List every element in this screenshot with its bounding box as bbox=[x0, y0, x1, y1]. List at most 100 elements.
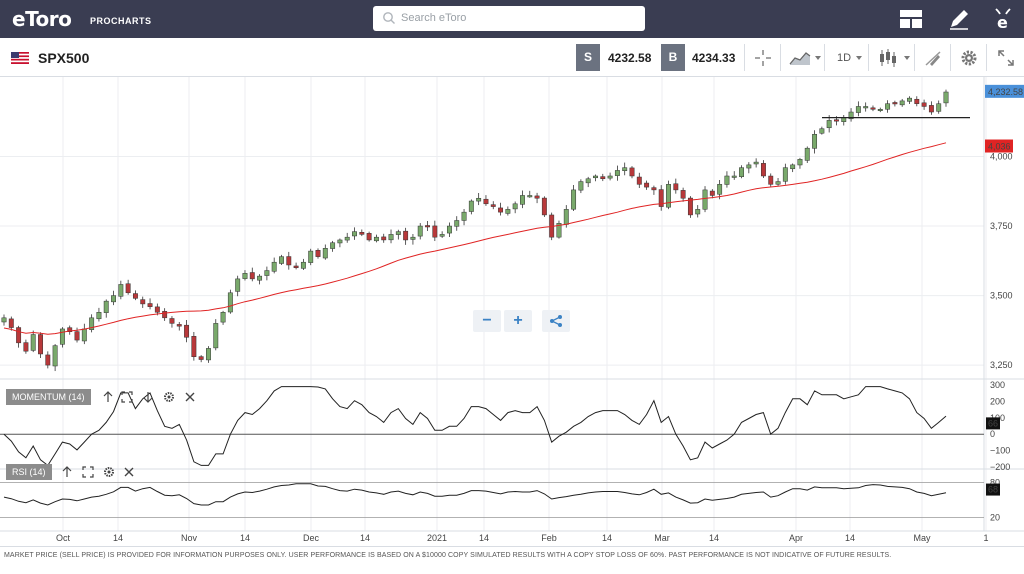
candle-body bbox=[293, 265, 299, 269]
candle-body bbox=[227, 292, 233, 313]
candle-body bbox=[337, 239, 343, 244]
candle-body bbox=[899, 100, 905, 106]
candle-body bbox=[352, 231, 357, 237]
momentum-line bbox=[3, 386, 947, 467]
close-icon[interactable] bbox=[123, 466, 135, 478]
candle-body bbox=[468, 200, 474, 212]
candle-body bbox=[607, 175, 613, 179]
moving-average-line bbox=[3, 142, 947, 335]
current-price-badge: 4,232.58 bbox=[988, 87, 1023, 97]
candle-body bbox=[877, 108, 883, 111]
etoro-e-icon[interactable]: e bbox=[990, 6, 1016, 32]
candle-body bbox=[921, 102, 927, 107]
candle-type-button[interactable] bbox=[868, 44, 914, 71]
maximize-icon[interactable] bbox=[121, 391, 133, 403]
candle-body bbox=[790, 164, 796, 170]
candle-body bbox=[797, 159, 803, 166]
candle-body bbox=[176, 324, 182, 327]
settings-button[interactable] bbox=[950, 44, 986, 71]
fullscreen-icon bbox=[998, 50, 1014, 66]
candle-body bbox=[373, 236, 379, 242]
candle-body bbox=[330, 242, 336, 249]
svg-text:e: e bbox=[997, 13, 1008, 32]
gear-icon[interactable] bbox=[163, 391, 175, 403]
top-navigation-bar: eToro PROCHARTS Search eToro e bbox=[0, 0, 1024, 38]
gear-icon[interactable] bbox=[103, 466, 115, 478]
candle-body bbox=[242, 273, 248, 279]
rsi-value-badge-bg bbox=[986, 483, 1000, 496]
close-icon[interactable] bbox=[184, 391, 196, 403]
pencil-icon[interactable] bbox=[946, 6, 972, 32]
sell-price[interactable]: 4232.58 bbox=[608, 51, 652, 65]
candle-body bbox=[322, 248, 328, 259]
candle-body bbox=[658, 189, 664, 207]
time-tick-label: Feb bbox=[541, 533, 557, 543]
timeframe-select[interactable]: 1D bbox=[824, 44, 868, 71]
draw-tools-button[interactable] bbox=[914, 44, 950, 71]
candle-body bbox=[220, 312, 226, 323]
price-chart[interactable]: 4,0003,7503,5003,2504,232.584,0363002001… bbox=[0, 77, 1024, 546]
arrow-up-icon[interactable] bbox=[61, 466, 73, 478]
fullscreen-button[interactable] bbox=[986, 44, 1024, 71]
candle-body bbox=[395, 231, 401, 235]
search-box[interactable]: Search eToro bbox=[373, 6, 645, 31]
ma-price-badge-bg bbox=[985, 139, 1013, 153]
candle-body bbox=[673, 183, 679, 191]
candle-body bbox=[111, 295, 116, 303]
chart-type-button[interactable] bbox=[780, 44, 824, 71]
buy-price[interactable]: 4234.33 bbox=[692, 51, 736, 65]
candle-body bbox=[490, 204, 496, 207]
candle-body bbox=[914, 98, 920, 104]
candle-body bbox=[249, 272, 255, 280]
candle-body bbox=[439, 234, 445, 237]
candle-body bbox=[162, 311, 168, 319]
candle-body bbox=[520, 195, 525, 205]
time-tick-label: 1 bbox=[983, 533, 988, 543]
candle-body bbox=[308, 250, 314, 263]
candle-body bbox=[593, 175, 598, 179]
candle-body bbox=[461, 211, 467, 221]
search-icon bbox=[383, 12, 395, 24]
candle-body bbox=[118, 284, 124, 297]
chevron-down-icon bbox=[815, 56, 821, 60]
candle-body bbox=[45, 354, 51, 366]
candle-body bbox=[629, 167, 635, 177]
candle-body bbox=[403, 230, 409, 241]
momentum-tick-label: 200 bbox=[990, 396, 1005, 406]
candle-body bbox=[271, 261, 277, 272]
candle-body bbox=[96, 312, 102, 320]
momentum-indicator-label[interactable]: MOMENTUM (14) bbox=[6, 389, 91, 405]
etoro-logo[interactable]: eToro bbox=[12, 7, 72, 31]
buy-label[interactable]: B bbox=[661, 44, 685, 71]
zoom-in-button[interactable]: + bbox=[504, 310, 532, 332]
candle-body bbox=[724, 175, 730, 185]
layout-icon[interactable] bbox=[898, 6, 924, 32]
zoom-out-button[interactable]: − bbox=[473, 310, 501, 332]
candle-body bbox=[103, 300, 109, 313]
maximize-icon[interactable] bbox=[82, 466, 94, 478]
candle-body bbox=[863, 106, 869, 109]
sell-label[interactable]: S bbox=[576, 44, 600, 71]
candle-body bbox=[512, 203, 518, 210]
candle-body bbox=[67, 327, 73, 332]
momentum-tick-label: −200 bbox=[990, 462, 1010, 472]
candle-body bbox=[432, 225, 438, 238]
arrow-down-icon[interactable] bbox=[142, 391, 154, 403]
candle-body bbox=[746, 164, 752, 169]
candle-body bbox=[928, 105, 934, 113]
price-tick-label: 4,000 bbox=[990, 152, 1013, 162]
candle-body bbox=[300, 261, 306, 269]
search-input[interactable]: Search eToro bbox=[401, 12, 467, 24]
crosshair-button[interactable] bbox=[744, 44, 780, 71]
candle-body bbox=[578, 181, 584, 191]
candle-body bbox=[943, 91, 949, 104]
share-button[interactable] bbox=[542, 310, 570, 332]
candle-body bbox=[870, 107, 876, 110]
time-tick-label: Dec bbox=[303, 533, 320, 543]
arrow-up-icon[interactable] bbox=[102, 391, 114, 403]
rsi-indicator-label[interactable]: RSI (14) bbox=[6, 464, 52, 480]
time-tick-label: Mar bbox=[654, 533, 670, 543]
candle-body bbox=[534, 195, 540, 199]
candle-body bbox=[826, 120, 832, 129]
candle-body bbox=[782, 167, 788, 182]
